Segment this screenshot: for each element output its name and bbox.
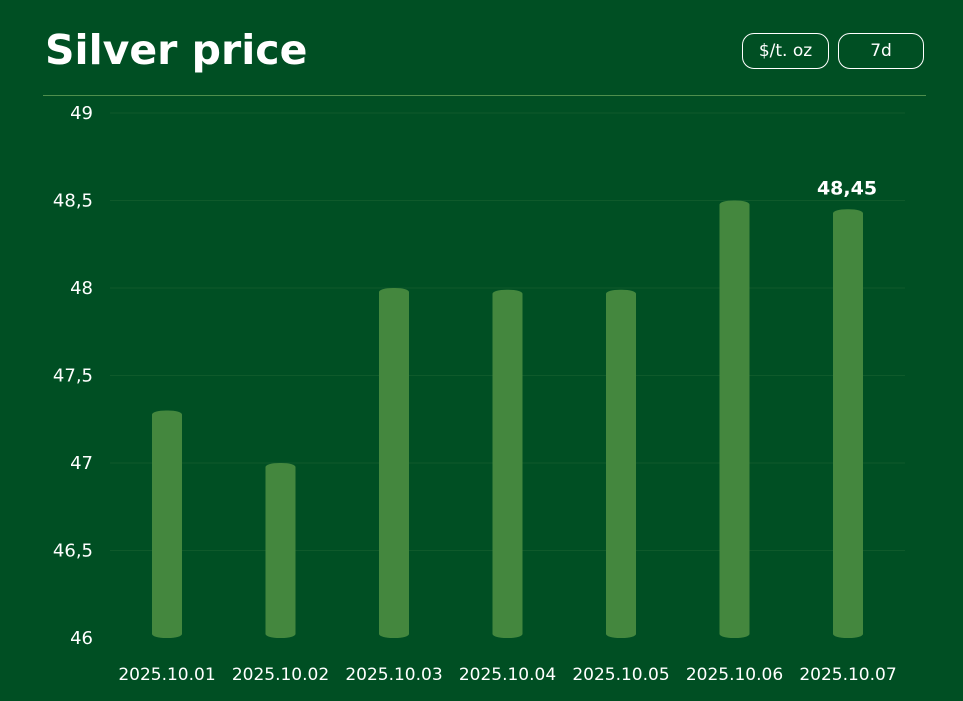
y-tick-label: 48	[70, 278, 93, 299]
y-tick-label: 46,5	[53, 541, 93, 562]
bar	[379, 288, 409, 638]
y-tick-label: 47,5	[53, 366, 93, 387]
x-tick-label: 2025.10.06	[686, 665, 783, 685]
header-divider	[43, 95, 926, 96]
x-tick-label: 2025.10.03	[345, 665, 442, 685]
x-tick-label: 2025.10.01	[118, 665, 215, 685]
y-tick-label: 48,5	[53, 191, 93, 212]
y-tick-label: 47	[70, 453, 93, 474]
bar	[152, 410, 182, 638]
x-tick-label: 2025.10.04	[459, 665, 556, 685]
bar	[606, 289, 636, 638]
bar	[833, 209, 863, 638]
time-range-button[interactable]: 7d	[838, 33, 924, 69]
data-label: 48,45	[817, 177, 877, 199]
unit-selector-button[interactable]: $/t. oz	[742, 33, 829, 69]
x-tick-label: 2025.10.07	[799, 665, 896, 685]
bar	[492, 289, 523, 638]
bar	[719, 200, 750, 638]
y-tick-label: 49	[70, 103, 93, 124]
bar	[265, 463, 296, 638]
x-tick-label: 2025.10.05	[572, 665, 669, 685]
page-title: Silver price	[45, 26, 308, 74]
x-tick-label: 2025.10.02	[232, 665, 329, 685]
y-tick-label: 46	[70, 628, 93, 649]
